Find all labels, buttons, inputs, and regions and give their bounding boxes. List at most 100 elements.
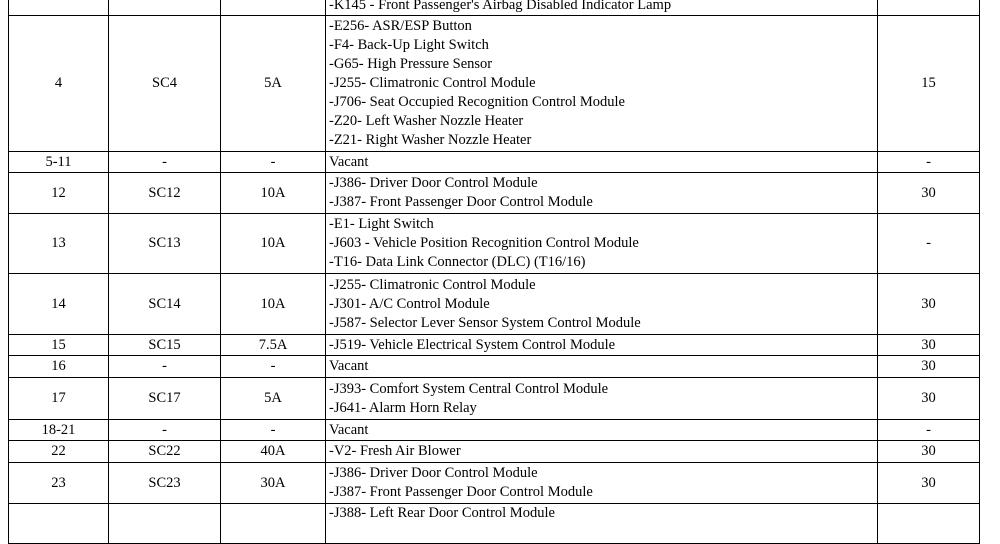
fuse-number-cell	[8, 503, 109, 544]
components-cell: -J393- Comfort System Central Control Mo…	[325, 377, 878, 420]
table-row: 14 SC14 10A -J255- Climatronic Control Modu…	[8, 273, 980, 335]
fuse-id-cell: SC13	[108, 213, 221, 274]
terminal-cell	[877, 0, 980, 16]
terminal-cell: 30	[877, 462, 980, 504]
fuse-id-cell: SC4	[108, 15, 221, 152]
table-row: 17 SC17 5A -J393- Comfort System Central Co…	[8, 377, 980, 420]
component-item: -J387- Front Passenger Door Control Modu…	[329, 484, 593, 500]
component-item: -J706- Seat Occupied Recognition Control…	[329, 94, 625, 110]
fuse-id-cell: -	[108, 355, 221, 378]
fuse-number-cell: 12	[8, 172, 109, 214]
components-cell: Vacant	[325, 151, 878, 173]
component-item: -J255- Climatronic Control Module	[329, 75, 536, 91]
table-row: -J388- Left Rear Door Control Module	[8, 503, 980, 544]
amperage-cell: 10A	[220, 172, 326, 214]
terminal-cell: -	[877, 151, 980, 173]
components-cell: -J255- Climatronic Control Module -J301- …	[325, 273, 878, 335]
components-cell: -V2- Fresh Air Blower	[325, 440, 878, 463]
terminal-cell	[877, 503, 980, 544]
fuse-id-cell: -	[108, 151, 221, 173]
terminal-cell: 30	[877, 334, 980, 356]
components-cell: -J519- Vehicle Electrical System Control…	[325, 334, 878, 356]
fuse-id-cell: -	[108, 419, 221, 441]
table-row: 22 SC22 40A -V2- Fresh Air Blower 30	[8, 440, 980, 463]
terminal-cell: 15	[877, 15, 980, 152]
table-row: 13 SC13 10A -E1- Light Switch -J603 - Vehicl…	[8, 213, 980, 274]
component-item: -E256- ASR/ESP Button	[329, 18, 472, 34]
amperage-cell: 30A	[220, 462, 326, 504]
fuse-id-cell: SC23	[108, 462, 221, 504]
terminal-cell: 30	[877, 172, 980, 214]
component-item: -E1- Light Switch	[329, 216, 434, 232]
fuse-id-cell	[108, 0, 221, 16]
fuse-id-cell: SC14	[108, 273, 221, 335]
fuse-id-cell: SC22	[108, 440, 221, 463]
components-cell: -J386- Driver Door Control Module -J387- …	[325, 172, 878, 214]
component-item: -J587- Selector Lever Sensor System Cont…	[329, 314, 641, 331]
amperage-cell: 5A	[220, 15, 326, 152]
amperage-cell: 5A	[220, 377, 326, 420]
fuse-number-cell: 15	[8, 334, 109, 356]
components-cell: Vacant	[325, 419, 878, 441]
fuse-number-cell: 13	[8, 213, 109, 274]
components-cell: -E256- ASR/ESP Button -F4- Back-Up Light …	[325, 15, 878, 152]
fuse-number-cell: 23	[8, 462, 109, 504]
component-item: -J387- Front Passenger Door Control Modu…	[329, 194, 593, 210]
terminal-cell: 30	[877, 440, 980, 463]
component-item: -J386- Driver Door Control Module	[329, 465, 538, 481]
terminal-cell: -	[877, 213, 980, 274]
components-cell: -E1- Light Switch -J603 - Vehicle Positio…	[325, 213, 878, 274]
component-item: -F4- Back-Up Light Switch	[329, 37, 489, 53]
fuse-id-cell: SC17	[108, 377, 221, 420]
component-item: -Z20- Left Washer Nozzle Heater	[329, 113, 524, 129]
fuse-number-cell: 5-11	[8, 151, 109, 173]
component-item: -J603 - Vehicle Position Recognition Con…	[329, 235, 639, 251]
component-item: -J641- Alarm Horn Relay	[329, 399, 477, 416]
fuse-number-cell: 14	[8, 273, 109, 335]
fuse-number-cell	[8, 0, 109, 16]
amperage-cell	[220, 503, 326, 544]
fuse-id-cell	[108, 503, 221, 544]
table-row: 12 SC12 10A -J386- Driver Door Control Modu…	[8, 172, 980, 214]
component-item: Vacant	[329, 153, 369, 170]
table-row: 15 SC15 7.5A -J519- Vehicle Electrical Syst…	[8, 334, 980, 356]
component-item: -V2- Fresh Air Blower	[329, 443, 461, 459]
component-item: -T16- Data Link Connector (DLC) (T16/16)	[329, 254, 586, 270]
fuse-number-cell: 17	[8, 377, 109, 420]
component-item: -J301- A/C Control Module	[329, 295, 490, 312]
component-item: -G65- High Pressure Sensor	[329, 56, 493, 72]
amperage-cell: 10A	[220, 273, 326, 335]
table-row: 23 SC23 30A -J386- Driver Door Control Modu…	[8, 462, 980, 504]
terminal-cell: 30	[877, 355, 980, 378]
terminal-cell: -	[877, 419, 980, 441]
fuse-id-cell: SC12	[108, 172, 221, 214]
components-cell: -J386- Driver Door Control Module -J387- …	[325, 462, 878, 504]
components-cell: Vacant	[325, 355, 878, 378]
amperage-cell	[220, 0, 326, 16]
fuse-table: -K145 - Front Passenger's Airbag Disable…	[8, 0, 980, 544]
amperage-cell: 7.5A	[220, 334, 326, 356]
table-row: 5-11- - Vacant -	[8, 151, 980, 173]
component-item: -J388- Left Rear Door Control Module	[329, 505, 555, 521]
component-item: Vacant	[329, 358, 369, 374]
component-item: Vacant	[329, 421, 369, 438]
terminal-cell: 30	[877, 377, 980, 420]
component-item: -K145 - Front Passenger's Airbag Disable…	[329, 0, 672, 13]
component-item: -J393- Comfort System Central Control Mo…	[329, 380, 609, 397]
components-cell: -J388- Left Rear Door Control Module	[325, 503, 878, 544]
fuse-id-cell: SC15	[108, 334, 221, 356]
amperage-cell: -	[220, 151, 326, 173]
component-item: -J386- Driver Door Control Module	[329, 175, 538, 191]
amperage-cell: 40A	[220, 440, 326, 463]
components-cell: -K145 - Front Passenger's Airbag Disable…	[325, 0, 878, 16]
table-row: 18-21- - Vacant -	[8, 419, 980, 441]
component-item: -Z21- Right Washer Nozzle Heater	[329, 132, 532, 148]
table-row: 16- - Vacant 30	[8, 355, 980, 378]
fuse-number-cell: 16	[8, 355, 109, 378]
fuse-number-cell: 4	[8, 15, 109, 152]
table-row: 4 SC4 5A -E256- ASR/ESP Button -F4- Back-Up …	[8, 15, 980, 152]
component-item: -J255- Climatronic Control Module	[329, 276, 536, 293]
fuse-number-cell: 18-21	[8, 419, 109, 441]
amperage-cell: 10A	[220, 213, 326, 274]
fuse-number-cell: 22	[8, 440, 109, 463]
